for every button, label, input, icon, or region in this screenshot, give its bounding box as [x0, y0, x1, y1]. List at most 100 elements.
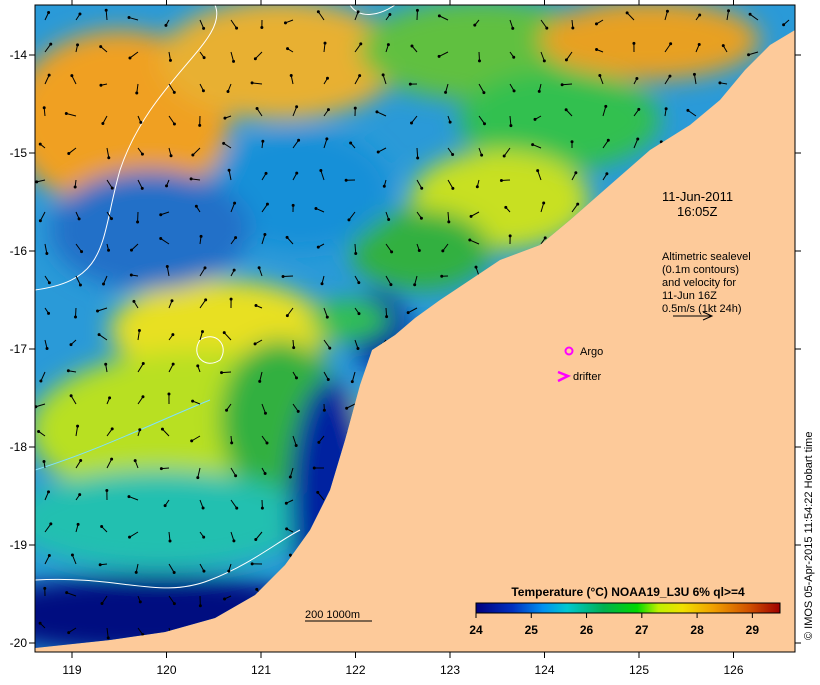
velocity-arrow-head	[324, 42, 326, 44]
velocity-arrow-head	[350, 142, 352, 144]
velocity-arrow-head	[202, 90, 204, 92]
velocity-arrow-head	[111, 187, 113, 189]
velocity-arrow-head	[357, 348, 359, 350]
velocity-arrow-head	[197, 477, 199, 479]
velocity-arrow-head	[607, 139, 609, 141]
velocity-arrow-head	[233, 540, 235, 542]
velocity-arrow-head	[172, 334, 174, 336]
velocity-arrow-head	[317, 246, 319, 248]
velocity-arrow-head	[748, 54, 750, 56]
velocity-arrow-head	[289, 554, 291, 556]
velocity-arrow-head	[137, 221, 139, 223]
velocity-arrow-head	[79, 494, 81, 496]
velocity-arrow-head	[391, 251, 393, 253]
velocity-arrow-head	[101, 603, 103, 605]
velocity-arrow-head	[565, 59, 567, 61]
velocity-arrow-head	[386, 316, 388, 318]
velocity-arrow-head	[636, 77, 638, 79]
velocity-arrow-head	[80, 460, 82, 462]
velocity-arrow-head	[284, 22, 286, 24]
velocity-arrow-head	[39, 143, 41, 145]
velocity-arrow-head	[255, 538, 257, 540]
velocity-arrow-head	[99, 564, 101, 566]
velocity-arrow-head	[448, 221, 450, 223]
lat-tick-label: -17	[10, 342, 28, 356]
velocity-arrow-head	[173, 572, 175, 574]
note-line: 0.5m/s (1kt 24h)	[662, 303, 741, 315]
lon-tick-label: 121	[251, 663, 271, 677]
velocity-arrow-head	[326, 138, 328, 140]
velocity-arrow-head	[441, 275, 443, 277]
velocity-arrow-head	[100, 46, 102, 48]
velocity-arrow-head	[142, 363, 144, 365]
velocity-arrow-head	[544, 237, 546, 239]
velocity-arrow-head	[633, 42, 635, 44]
velocity-arrow-head	[106, 490, 108, 492]
velocity-arrow-head	[719, 82, 721, 84]
velocity-arrow-head	[417, 157, 419, 159]
velocity-arrow-head	[108, 157, 110, 159]
velocity-arrow-head	[534, 118, 536, 120]
lon-tick-label: 124	[534, 663, 554, 677]
velocity-arrow-head	[68, 153, 70, 155]
velocity-arrow-head	[442, 250, 444, 252]
velocity-arrow-head	[230, 298, 232, 300]
velocity-arrow-head	[201, 331, 203, 333]
velocity-arrow-head	[345, 179, 347, 181]
velocity-arrow-head	[293, 347, 295, 349]
velocity-arrow-head	[39, 622, 41, 624]
velocity-arrow-head	[74, 316, 76, 318]
velocity-arrow-head	[204, 267, 206, 269]
velocity-arrow-head	[46, 347, 48, 349]
velocity-arrow-head	[203, 57, 205, 59]
velocity-arrow-head	[251, 82, 253, 84]
velocity-arrow-head	[411, 45, 413, 47]
velocity-arrow-head	[292, 204, 294, 206]
velocity-arrow-head	[295, 444, 297, 446]
velocity-arrow-head	[323, 409, 325, 411]
velocity-arrow-head	[264, 233, 266, 235]
legend-title: Temperature (°C) NOAA19_L3U 6% ql>=4	[511, 585, 745, 599]
velocity-arrow-head	[160, 238, 162, 240]
velocity-arrow-head	[50, 43, 52, 45]
velocity-arrow-head	[231, 442, 233, 444]
velocity-arrow-head	[67, 370, 69, 372]
velocity-arrow-head	[357, 11, 359, 13]
velocity-arrow-head	[133, 300, 135, 302]
velocity-arrow-head	[130, 249, 132, 251]
velocity-arrow-head	[606, 173, 608, 175]
velocity-arrow-head	[452, 187, 454, 189]
velocity-arrow-head	[36, 181, 38, 183]
velocity-arrow-head	[561, 84, 563, 86]
lat-tick-label: -18	[10, 440, 28, 454]
velocity-arrow-head	[256, 108, 258, 110]
velocity-arrow-head	[377, 151, 379, 153]
velocity-arrow-head	[532, 144, 534, 146]
velocity-arrow-head	[320, 170, 322, 172]
velocity-arrow-head	[197, 365, 199, 367]
velocity-arrow-head	[233, 269, 235, 271]
velocity-arrow-head	[200, 235, 202, 237]
velocity-arrow-head	[203, 536, 205, 538]
velocity-arrow-head	[169, 59, 171, 61]
velocity-arrow-head	[317, 11, 319, 13]
velocity-arrow-head	[161, 428, 163, 430]
velocity-arrow-head	[698, 43, 700, 45]
velocity-arrow-head	[474, 24, 476, 26]
velocity-arrow-head	[129, 536, 131, 538]
velocity-arrow-head	[135, 571, 137, 573]
lon-tick-label: 125	[629, 663, 649, 677]
velocity-arrow-head	[236, 507, 238, 509]
velocity-arrow-head	[224, 117, 226, 119]
velocity-arrow-head	[203, 27, 205, 29]
velocity-arrow-head	[321, 283, 323, 285]
velocity-arrow-head	[101, 526, 103, 528]
velocity-arrow-head	[505, 206, 507, 208]
velocity-arrow-head	[638, 108, 640, 110]
legend-tick-label: 24	[469, 623, 483, 637]
velocity-arrow-head	[509, 235, 511, 237]
velocity-arrow-head	[722, 45, 724, 47]
velocity-arrow-head	[409, 83, 411, 85]
velocity-arrow-head	[670, 43, 672, 45]
